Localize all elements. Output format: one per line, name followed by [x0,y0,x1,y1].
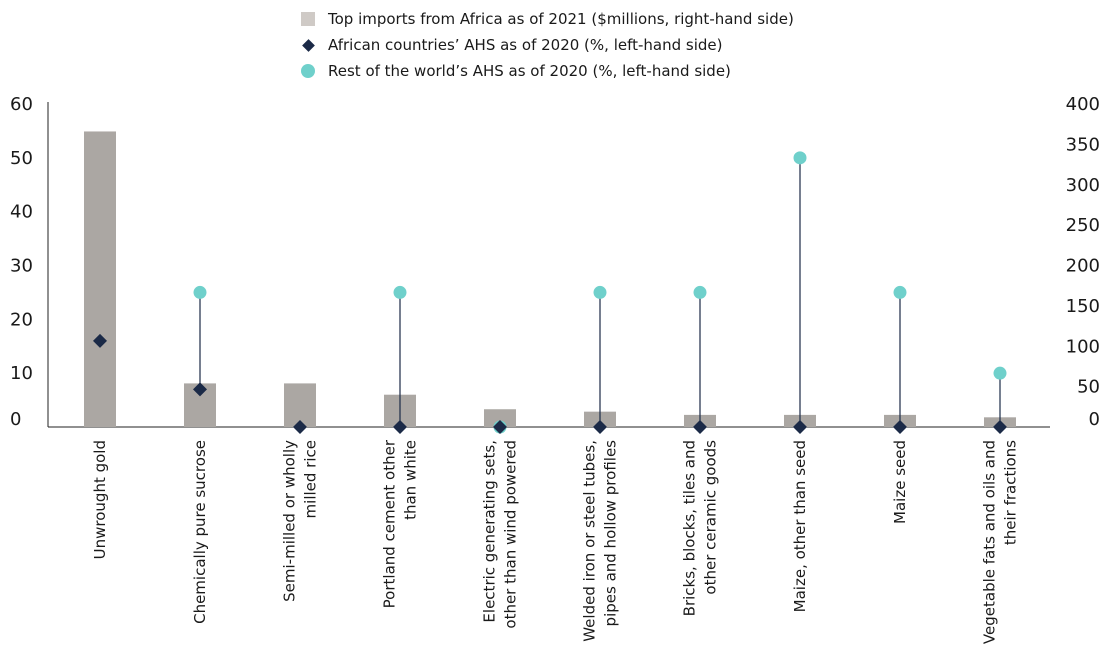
legend-item-african-ahs: African countries’ AHS as of 2020 (%, le… [300,32,794,58]
category-label: Chemically pure sucrose [191,440,209,624]
left-tick-label: 60 [10,94,33,115]
african-ahs-diamond [693,420,707,434]
category-label: Unwrought gold [91,440,109,559]
category-label-line: Portland cement other [381,439,399,608]
legend-label-imports: Top imports from Africa as of 2021 ($mil… [328,10,794,28]
rest-of-world-dot [393,285,407,299]
category-label-line: Unwrought gold [91,440,109,559]
right-tick-label: 150 [1066,296,1100,317]
category-label: Maize seed [891,440,909,524]
legend-label-rest-ahs: Rest of the world’s AHS as of 2020 (%, l… [328,62,731,80]
category-label-line: their fractions [1002,440,1020,545]
left-tick-label: 10 [10,363,33,384]
right-tick-label: 250 [1066,215,1100,236]
category-label: Portland cement other than white [381,439,420,608]
import-bar [484,409,516,427]
african-ahs-diamond [993,420,1007,434]
category-label-line: pipes and hollow profiles [602,440,620,627]
category-label-line: Electric generating sets, [481,440,499,623]
import-bar [84,131,116,427]
rest-of-world-dot [993,366,1007,380]
rest-of-world-dot [593,285,607,299]
left-tick-label: 30 [10,256,33,277]
category-label-line: other than wind powered [502,440,520,629]
legend-item-rest-ahs: Rest of the world’s AHS as of 2020 (%, l… [300,58,794,84]
category-label: Electric generating sets, other than wind… [481,440,520,629]
left-tick-label: 50 [10,148,33,169]
category-label: Semi-milled or wholly milled rice [281,440,320,602]
rest-of-world-dot [893,285,907,299]
category-label: Welded iron or steel tubes, pipes and hol… [581,440,620,642]
rest-of-world-dot [693,285,707,299]
category-label-line: Semi-milled or wholly [281,440,299,602]
chart-legend: Top imports from Africa as of 2021 ($mil… [300,6,794,84]
category-label: Bricks, blocks, tiles and other ceramic g… [681,440,720,616]
category-label-line: Maize, other than seed [791,440,809,612]
african-ahs-diamond [193,382,207,397]
african-ahs-diamond [93,333,107,348]
legend-bar-swatch [300,11,316,27]
left-tick-label: 40 [10,202,33,223]
legend-dot-swatch [300,63,316,79]
african-ahs-diamond [793,420,807,434]
category-label-line: than white [402,440,420,520]
category-label-line: Chemically pure sucrose [191,440,209,624]
african-ahs-diamond [393,420,407,434]
left-tick-label: 20 [10,309,33,330]
right-tick-label: 50 [1077,377,1100,398]
category-label-line: Maize seed [891,440,909,524]
import-bar [284,383,316,427]
right-tick-label: 100 [1066,336,1100,357]
legend-item-imports: Top imports from Africa as of 2021 ($mil… [300,6,794,32]
right-tick-label: 350 [1066,134,1100,155]
right-tick-label: 0 [1089,409,1100,430]
category-label-line: Bricks, blocks, tiles and [681,440,699,616]
category-label-line: other ceramic goods [702,440,720,595]
category-label-line: milled rice [302,440,320,518]
african-ahs-diamond [293,420,307,434]
rest-of-world-dot [193,285,207,299]
right-tick-label: 400 [1066,94,1100,115]
category-label: Maize, other than seed [791,440,809,612]
rest-of-world-dot [793,151,807,165]
category-label-line: Welded iron or steel tubes, [581,440,599,642]
legend-label-african-ahs: African countries’ AHS as of 2020 (%, le… [328,36,723,54]
african-ahs-diamond [893,420,907,434]
african-ahs-diamond [593,420,607,434]
african-ahs-diamond [493,420,507,434]
category-label: Vegetable fats and oils and their fractio… [981,440,1020,644]
category-label-line: Vegetable fats and oils and [981,440,999,644]
right-tick-label: 200 [1066,256,1100,277]
right-tick-label: 300 [1066,175,1100,196]
left-tick-label: 0 [10,409,21,430]
